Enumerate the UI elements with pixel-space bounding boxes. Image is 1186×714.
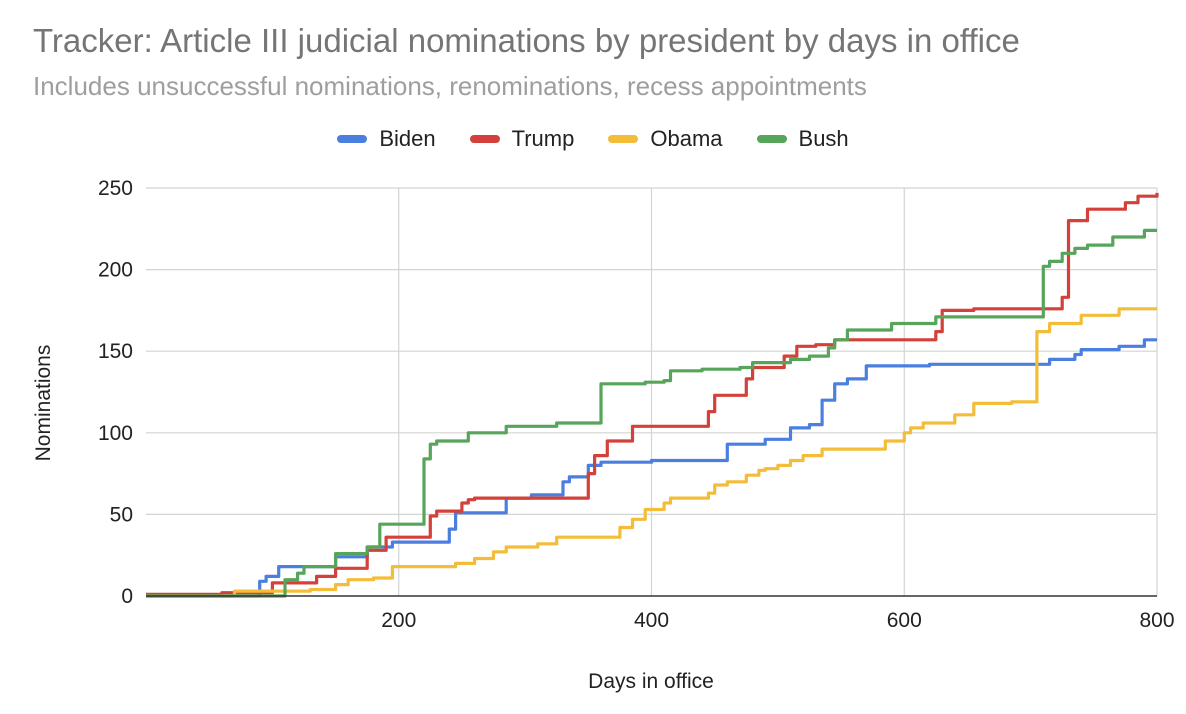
y-tick-label: 150 bbox=[98, 340, 133, 363]
legend-item-biden[interactable]: Biden bbox=[337, 126, 436, 152]
legend-swatch-bush bbox=[756, 135, 787, 143]
legend-label-trump: Trump bbox=[511, 126, 575, 151]
chart-subtitle: Includes unsuccessful nominations, renom… bbox=[33, 71, 867, 101]
y-tick-label: 250 bbox=[98, 177, 133, 200]
chart-title: Tracker: Article III judicial nomination… bbox=[33, 22, 1020, 59]
legend-item-obama[interactable]: Obama bbox=[608, 126, 723, 152]
gridlines bbox=[146, 187, 1158, 596]
x-tick-label: 600 bbox=[887, 609, 922, 632]
series-line-bush bbox=[146, 228, 1157, 598]
y-axis-label: Nominations bbox=[32, 345, 55, 462]
y-tick-label: 0 bbox=[121, 585, 133, 608]
legend-label-biden: Biden bbox=[379, 126, 436, 151]
legend-swatch-trump bbox=[469, 135, 500, 143]
legend-swatch-obama bbox=[608, 135, 639, 143]
series-lines bbox=[146, 192, 1159, 598]
x-tick-label: 400 bbox=[634, 609, 669, 632]
x-tick-label: 800 bbox=[1139, 609, 1174, 632]
y-tick-label: 50 bbox=[110, 503, 133, 526]
y-tick-label: 200 bbox=[98, 259, 133, 282]
x-axis-label: Days in office bbox=[588, 670, 714, 693]
legend-swatch-biden bbox=[337, 135, 368, 143]
chart-legend: Biden Trump Obama Bush bbox=[0, 126, 1186, 152]
series-line-trump bbox=[146, 192, 1159, 596]
legend-label-bush: Bush bbox=[798, 126, 849, 151]
y-tick-label: 100 bbox=[98, 422, 133, 445]
legend-item-bush[interactable]: Bush bbox=[756, 126, 849, 152]
axes: 0 50 100 150 200 250 200 400 600 800 bbox=[98, 177, 1175, 632]
legend-item-trump[interactable]: Trump bbox=[469, 126, 575, 152]
x-tick-label: 200 bbox=[381, 609, 416, 632]
series-line-obama bbox=[146, 307, 1157, 598]
legend-label-obama: Obama bbox=[650, 126, 723, 151]
